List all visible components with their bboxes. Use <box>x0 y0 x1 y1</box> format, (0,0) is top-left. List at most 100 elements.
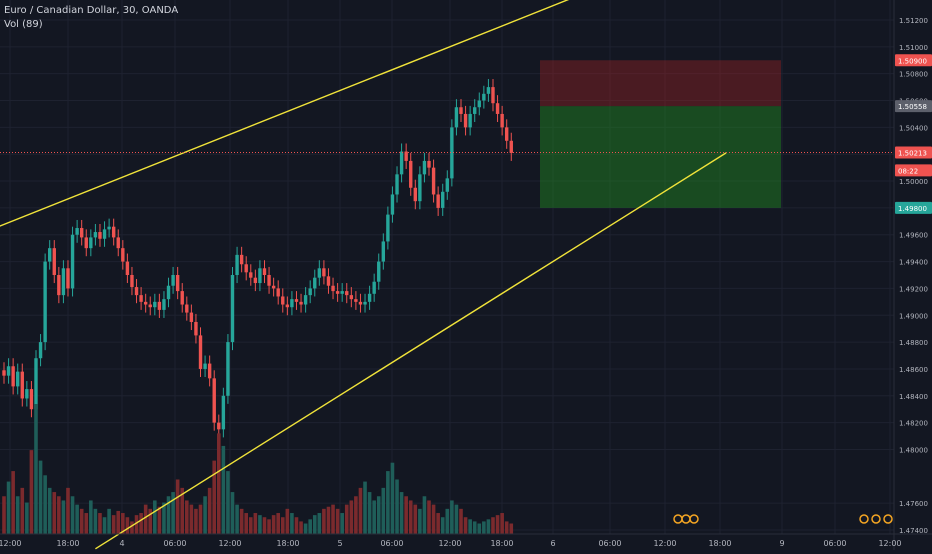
volume-bar <box>153 500 157 534</box>
price-tick-label: 1.49000 <box>899 312 928 320</box>
volume-bar <box>258 515 262 534</box>
volume-bar <box>427 500 431 534</box>
volume-bar <box>189 504 194 534</box>
volume-bar <box>413 504 418 534</box>
volume-bar <box>477 523 482 534</box>
time-tick-label: 18:00 <box>708 539 731 548</box>
candle-body <box>70 234 75 289</box>
candle-body <box>221 395 226 430</box>
volume-bar <box>6 481 11 534</box>
candle-body <box>427 160 431 168</box>
candle-body <box>212 378 216 423</box>
volume-bar <box>418 508 422 534</box>
candle-body <box>262 268 267 275</box>
price-tick-label: 1.50800 <box>899 71 928 79</box>
candle-body <box>299 301 303 305</box>
candle-body <box>75 228 79 235</box>
candle-body <box>463 113 468 128</box>
time-tick-label: 12:00 <box>0 539 22 548</box>
event-marker-icon[interactable] <box>871 514 881 524</box>
candle-body <box>303 295 308 305</box>
candle-body <box>491 87 495 104</box>
stop-loss-zone <box>540 60 781 107</box>
candle-body <box>436 194 440 208</box>
volume-bar <box>504 521 509 534</box>
candle-body <box>445 178 449 192</box>
candle-body <box>194 321 198 336</box>
candle-body <box>482 93 486 101</box>
candle-body <box>354 299 358 302</box>
candle-body <box>185 304 189 313</box>
volume-bar <box>495 515 500 534</box>
candle-body <box>107 226 111 230</box>
candle-body <box>313 277 317 289</box>
candle-body <box>271 285 276 289</box>
candle-body <box>20 371 24 399</box>
volume-bar <box>107 508 111 534</box>
candle-body <box>11 366 15 387</box>
candle-body <box>395 174 399 195</box>
candle-body <box>121 248 125 262</box>
price-tick-label: 1.49400 <box>899 259 928 267</box>
candle-body <box>335 291 340 294</box>
time-tick-label: 6 <box>550 539 555 548</box>
candle-body <box>52 248 56 275</box>
candle-body <box>157 301 162 310</box>
candle-body <box>308 288 312 296</box>
volume-bar <box>335 508 340 534</box>
candle-body <box>317 268 322 278</box>
candle-body <box>2 370 6 376</box>
volume-label: Vol (89) <box>4 19 43 30</box>
candle-body <box>381 241 386 262</box>
volume-bar <box>116 510 121 534</box>
chart-title: Euro / Canadian Dollar, 30, OANDA <box>4 5 179 16</box>
candle-body <box>207 363 212 379</box>
volume-bar <box>404 496 408 534</box>
volume-bar <box>175 479 180 534</box>
time-tick-label: 12:00 <box>653 539 676 548</box>
volume-bar <box>326 506 331 534</box>
volume-bar <box>253 513 258 534</box>
event-marker-icon[interactable] <box>859 514 869 524</box>
volume-bar <box>358 487 363 534</box>
take-profit-zone <box>540 106 781 208</box>
volume-bar <box>148 508 153 534</box>
volume-bar <box>230 492 235 534</box>
volume-bar <box>52 492 57 534</box>
candle-body <box>363 301 367 305</box>
event-marker-icon[interactable] <box>883 514 893 524</box>
candle-body <box>409 160 413 188</box>
candle-body <box>459 107 463 114</box>
candle-body <box>130 275 134 288</box>
volume-bar <box>235 504 239 534</box>
volume-bar <box>303 523 308 534</box>
event-marker-icon[interactable] <box>689 514 699 524</box>
time-tick-label: 18:00 <box>490 539 513 548</box>
candle-body <box>294 299 299 302</box>
time-tick-label: 4 <box>119 539 124 548</box>
volume-bar <box>216 433 221 534</box>
candle-body <box>367 293 372 302</box>
upper-trendline[interactable] <box>0 0 584 228</box>
price-tick-label: 1.50400 <box>899 124 928 132</box>
volume-bar <box>340 513 344 534</box>
volume-bar <box>203 496 207 534</box>
candle-body <box>441 191 445 208</box>
volume-bar <box>363 481 367 534</box>
time-tick-label: 12:00 <box>878 539 901 548</box>
candle-body <box>331 285 335 292</box>
time-tick-label: 06:00 <box>380 539 403 548</box>
candle-body <box>431 167 436 195</box>
lower-trendline[interactable] <box>95 152 727 550</box>
volume-bar <box>450 500 454 534</box>
volume-bar <box>454 504 459 534</box>
volume-bar <box>166 496 171 534</box>
volume-bar <box>194 508 198 534</box>
volume-bar <box>468 519 472 534</box>
volume-bar <box>130 521 134 534</box>
volume-bar <box>139 513 143 534</box>
volume-bar <box>285 508 290 534</box>
volume-bar <box>11 471 15 534</box>
